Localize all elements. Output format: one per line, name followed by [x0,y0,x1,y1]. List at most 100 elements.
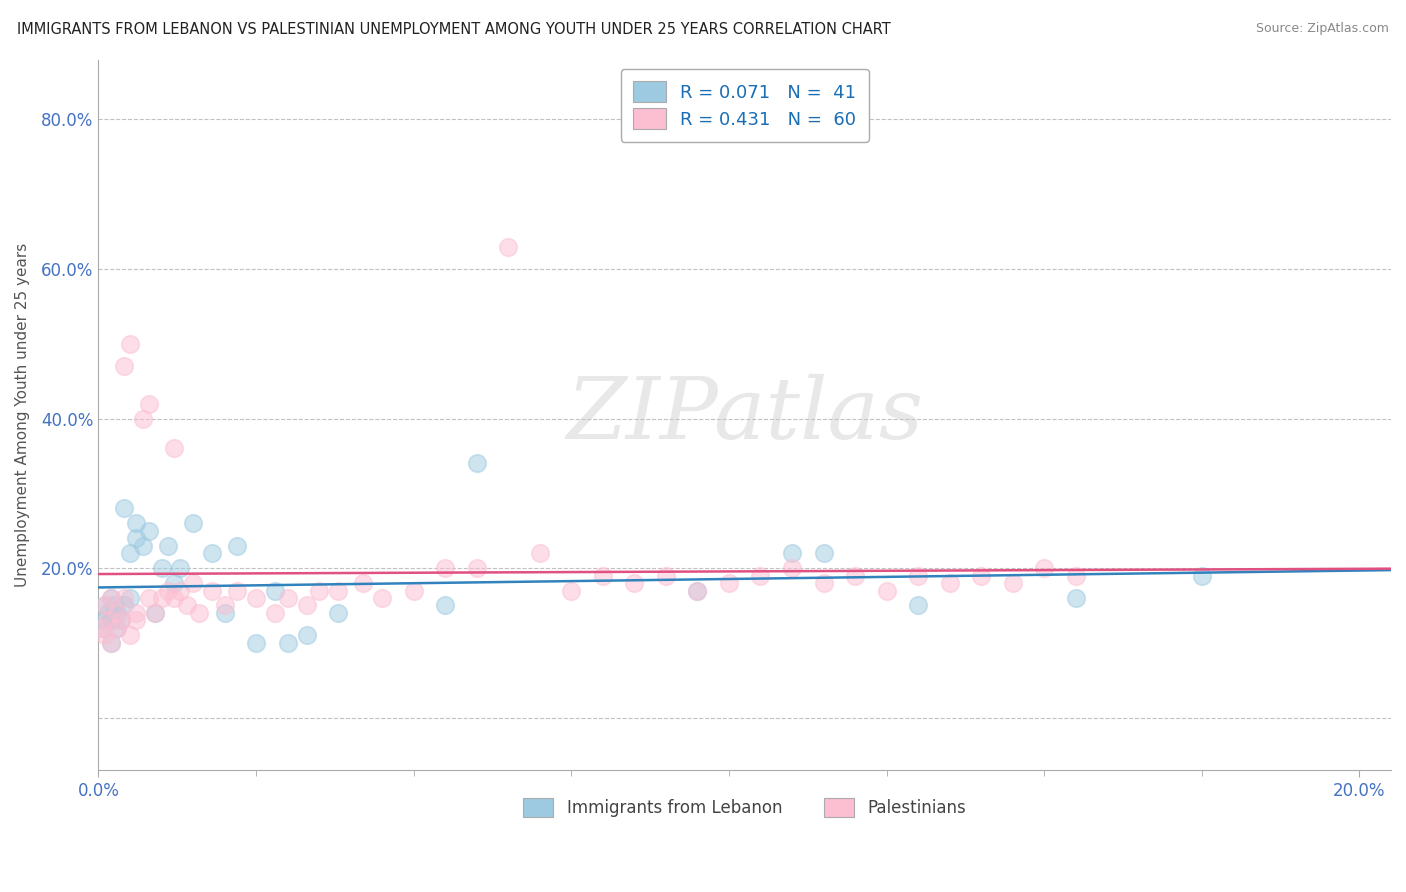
Text: Source: ZipAtlas.com: Source: ZipAtlas.com [1256,22,1389,36]
Point [813,576,835,591]
Point [264,606,287,620]
Point [181,516,204,531]
Point [1191,568,1213,582]
Text: IMMIGRANTS FROM LEBANON VS PALESTINIAN UNEMPLOYMENT AMONG YOUTH UNDER 25 YEARS C: IMMIGRANTS FROM LEBANON VS PALESTINIAN U… [17,22,890,37]
Point [118,336,141,351]
Point [138,396,160,410]
Point [214,606,236,620]
Point [277,591,299,605]
Point [623,576,645,591]
Point [201,546,224,560]
Point [876,583,898,598]
Point [138,524,160,538]
Point [90,621,112,635]
Point [938,576,960,591]
Point [498,239,520,253]
Point [112,599,135,613]
Y-axis label: Unemployment Among Youth under 25 years: Unemployment Among Youth under 25 years [15,243,30,587]
Point [434,561,457,575]
Point [434,599,457,613]
Point [125,614,148,628]
Point [181,576,204,591]
Point [103,599,125,613]
Point [1064,591,1087,605]
Point [226,539,249,553]
Point [131,539,153,553]
Point [118,546,141,560]
Point [245,591,267,605]
Point [131,411,153,425]
Point [97,614,120,628]
Point [907,599,929,613]
Point [100,591,122,605]
Point [138,591,160,605]
Point [163,576,186,591]
Point [110,614,132,628]
Point [264,583,287,598]
Point [90,621,112,635]
Point [156,583,179,598]
Point [118,628,141,642]
Point [686,583,709,598]
Point [169,561,191,575]
Point [176,599,198,613]
Point [1033,561,1056,575]
Point [780,561,803,575]
Point [214,599,236,613]
Point [105,621,128,635]
Point [169,583,191,598]
Point [110,614,132,628]
Point [125,606,148,620]
Point [326,606,349,620]
Point [308,583,330,598]
Point [100,636,122,650]
Point [717,576,740,591]
Point [686,583,709,598]
Point [125,531,148,545]
Point [156,539,179,553]
Point [226,583,249,598]
Point [94,614,117,628]
Point [100,614,122,628]
Legend: Immigrants from Lebanon, Palestinians: Immigrants from Lebanon, Palestinians [515,789,974,826]
Text: ZIPatlas: ZIPatlas [567,374,924,456]
Point [326,583,349,598]
Point [844,568,866,582]
Point [1001,576,1024,591]
Point [112,591,135,605]
Point [94,628,117,642]
Point [105,606,128,620]
Point [94,599,117,613]
Point [465,561,488,575]
Point [143,606,166,620]
Point [94,599,117,613]
Point [277,636,299,650]
Point [907,568,929,582]
Point [529,546,551,560]
Point [201,583,224,598]
Point [402,583,425,598]
Point [813,546,835,560]
Point [970,568,993,582]
Point [371,591,394,605]
Point [100,591,122,605]
Point [118,591,141,605]
Point [112,501,135,516]
Point [560,583,582,598]
Point [163,442,186,456]
Point [150,591,173,605]
Point [295,628,318,642]
Point [352,576,374,591]
Point [97,606,120,620]
Point [780,546,803,560]
Point [150,561,173,575]
Point [465,457,488,471]
Point [749,568,772,582]
Point [105,606,128,620]
Point [592,568,614,582]
Point [245,636,267,650]
Point [125,516,148,531]
Point [1064,568,1087,582]
Point [163,591,186,605]
Point [112,359,135,374]
